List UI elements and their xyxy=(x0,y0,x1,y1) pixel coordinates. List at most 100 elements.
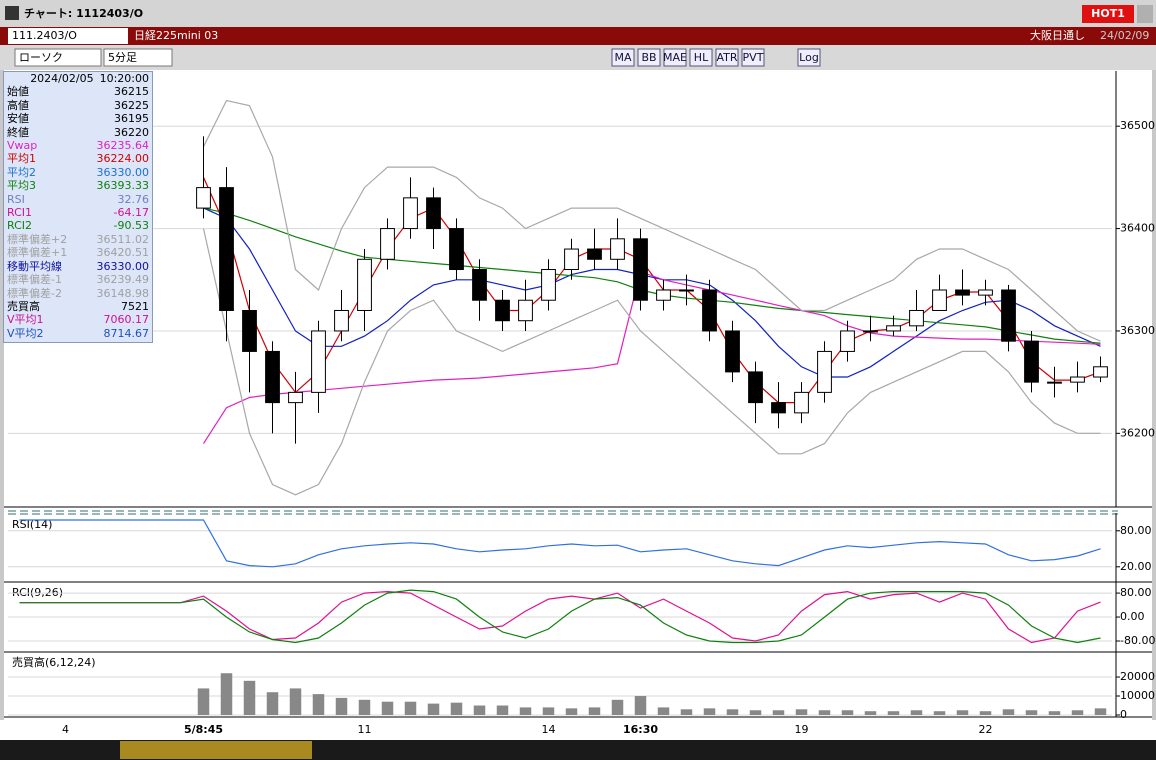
indicator-line xyxy=(202,177,1101,404)
scroll-thumb[interactable] xyxy=(120,741,312,759)
volume-bar xyxy=(450,702,463,715)
info-value: 36393.33 xyxy=(96,179,150,193)
toolbar-button[interactable] xyxy=(689,48,713,67)
candle-body xyxy=(656,289,671,301)
volume-bar xyxy=(772,710,785,715)
info-value: -64.17 xyxy=(113,206,149,220)
info-value: 36420.51 xyxy=(96,246,150,260)
info-label: 平均1 xyxy=(7,152,36,166)
symbol-select[interactable] xyxy=(8,28,128,44)
x-tick-label: 19 xyxy=(795,723,809,736)
candle-body xyxy=(863,330,878,333)
toolbar-button[interactable] xyxy=(611,48,635,67)
info-row: 終値 36220 xyxy=(4,126,152,139)
info-row: 平均1 36224.00 xyxy=(4,152,152,165)
symbol: 111.2403/O xyxy=(12,29,77,42)
candle-body xyxy=(679,289,694,292)
volume-bar xyxy=(427,703,440,715)
candle-body xyxy=(495,299,510,322)
candle-body xyxy=(265,350,280,404)
volume-bar xyxy=(404,701,417,715)
y-tick-label: 36500 xyxy=(1120,119,1155,132)
y-tick-label: 80.00 xyxy=(1120,586,1152,599)
candle-body xyxy=(702,289,717,332)
toolbar-label: PVT xyxy=(743,51,764,64)
candle-body xyxy=(909,309,924,327)
volume-bar xyxy=(358,699,371,715)
y-tick-label: 36200 xyxy=(1120,426,1155,439)
info-label: RSI xyxy=(7,192,25,206)
info-row: 始値 36215 xyxy=(4,85,152,98)
info-row: 移動平均線 36330.00 xyxy=(4,260,152,273)
volume-bar xyxy=(312,694,325,715)
y-tick-label: 10000 xyxy=(1120,689,1155,702)
volume-bar xyxy=(680,709,693,715)
interval: 5分足 xyxy=(108,51,137,64)
close-button[interactable] xyxy=(1137,5,1153,23)
info-row: 売買高 7521 xyxy=(4,300,152,313)
info-row: 平均2 36330.00 xyxy=(4,166,152,179)
info-label: 終値 xyxy=(7,125,29,139)
info-row: Vwap 36235.64 xyxy=(4,139,152,152)
indicator-line xyxy=(202,270,1101,444)
x-tick-label: 5/8:45 xyxy=(184,723,223,736)
candle-body xyxy=(472,269,487,301)
candle-body xyxy=(242,309,257,352)
info-row: 安値 36195 xyxy=(4,112,152,125)
toolbar-label: HL xyxy=(694,51,709,64)
info-value: 36330.00 xyxy=(96,165,150,179)
candle-body xyxy=(886,325,901,332)
toolbar-button[interactable] xyxy=(741,48,765,67)
date: 24/02/09 xyxy=(1100,29,1149,42)
toolbar-button[interactable] xyxy=(797,48,821,67)
candle-body xyxy=(380,228,395,260)
candle-body xyxy=(288,391,303,404)
indicator-line xyxy=(19,590,1101,644)
info-label: 安値 xyxy=(7,112,29,126)
volume-bar xyxy=(588,707,601,715)
candle-body xyxy=(725,330,740,373)
toolbar-button[interactable] xyxy=(637,48,661,67)
toolbar-button[interactable] xyxy=(663,48,687,67)
info-value: 36239.49 xyxy=(96,273,150,287)
volume-bar xyxy=(1002,709,1015,715)
candle-body xyxy=(932,289,947,311)
info-label: 始値 xyxy=(7,85,29,99)
candle-body xyxy=(794,391,809,414)
info-row: V平均1 7060.17 xyxy=(4,313,152,326)
candle-body xyxy=(955,289,970,296)
volume-bar xyxy=(795,709,808,715)
volume-bar xyxy=(266,692,279,715)
panel-title: RSI(14) xyxy=(12,518,52,531)
volume-bar xyxy=(864,711,877,715)
info-label: RCI1 xyxy=(7,206,33,220)
volume-bar xyxy=(519,707,532,715)
instrument: 日経225mini 03 xyxy=(134,29,218,42)
candle-body xyxy=(1024,340,1039,383)
candle-body xyxy=(610,238,625,260)
x-tick-label: 16:30 xyxy=(623,723,658,736)
candle-body xyxy=(978,289,993,296)
candle-body xyxy=(633,238,648,301)
info-row: RCI1 -64.17 xyxy=(4,206,152,219)
hot-label[interactable]: HOT1 xyxy=(1091,7,1125,20)
candle-body xyxy=(196,187,211,209)
info-time: 10:20:00 xyxy=(99,72,149,85)
info-value: 36235.64 xyxy=(96,139,150,153)
session: 大阪日通し xyxy=(1030,28,1085,42)
interval-select[interactable] xyxy=(103,48,173,67)
y-tick-label: 36400 xyxy=(1120,222,1155,235)
volume-bar xyxy=(197,688,210,715)
y-tick-label: 20.00 xyxy=(1120,560,1152,573)
style-select[interactable] xyxy=(14,48,102,67)
volume-bar xyxy=(933,711,946,715)
indicator-line xyxy=(19,519,1101,568)
info-value: 36148.98 xyxy=(96,286,150,300)
y-tick-label: 80.00 xyxy=(1120,524,1152,537)
info-label: Vwap xyxy=(7,139,38,153)
toolbar-label: Log xyxy=(799,51,819,64)
hot-button[interactable] xyxy=(1082,5,1134,23)
toolbar-button[interactable] xyxy=(715,48,739,67)
info-panel: 2024/02/05 10:20:00 始値 36215 高値 36225 安値 36195 終… xyxy=(3,71,153,343)
